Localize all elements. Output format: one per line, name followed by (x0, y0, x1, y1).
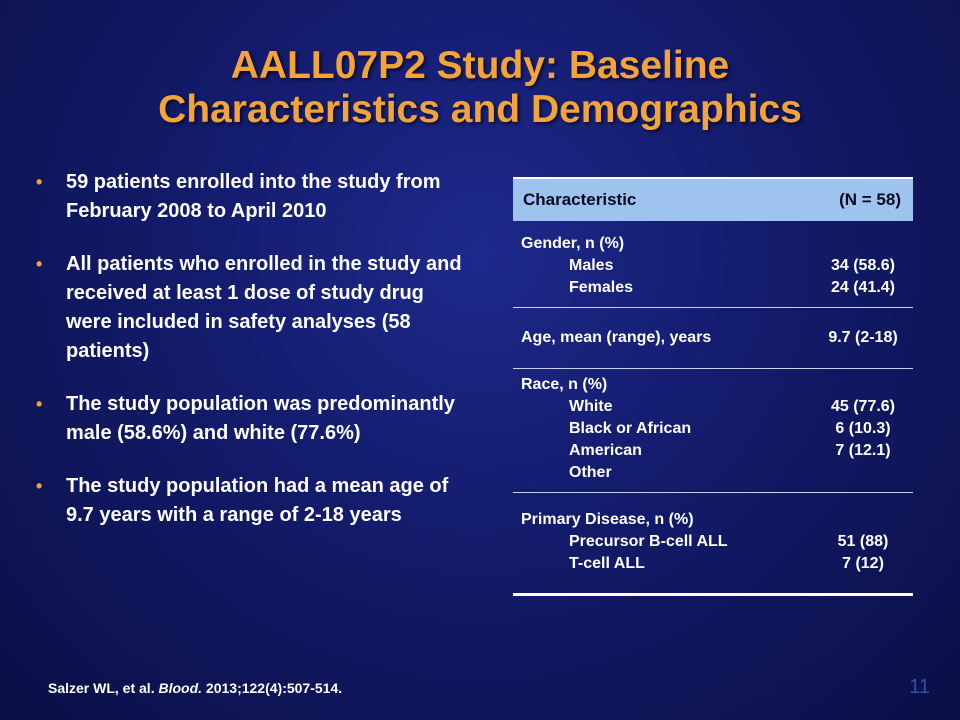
row-sublabel: White (569, 398, 613, 415)
row-sublabel: American (569, 442, 642, 459)
bullet-text: All patients who enrolled in the study a… (66, 253, 462, 362)
table-header: Characteristic (N = 58) (513, 177, 913, 221)
bullet-item: • 59 patients enrolled into the study fro… (36, 168, 466, 226)
row-label: Gender, n (%) (521, 235, 625, 252)
row-label: Race, n (%) (521, 376, 608, 393)
row-sublabel: Other (569, 464, 612, 481)
row-value: 7 (12) (842, 555, 884, 572)
row-value: 51 (88) (837, 533, 889, 550)
table-row-gender: Gender, n (%) Males Females 34 (58.6) 24… (513, 221, 913, 308)
row-value: 7 (12.1) (835, 442, 891, 459)
table-row-race: Race, n (%) White Black or African Ameri… (513, 369, 913, 493)
table-row-age: Age, mean (range), years 9.7 (2-18) (513, 308, 913, 369)
characteristics-table: Characteristic (N = 58) Gender, n (%) Ma… (513, 177, 913, 596)
citation-authors: Salzer WL, et al. (48, 680, 159, 696)
slide-title-line-1: AALL07P2 Study: Baseline (230, 44, 730, 87)
row-sublabel: Females (569, 279, 634, 296)
bullet-item: • The study population had a mean age of … (36, 472, 466, 530)
row-sublabel: Black or African (569, 420, 692, 437)
row-value: 6 (10.3) (835, 420, 891, 437)
row-sublabel: T-cell ALL (569, 555, 645, 572)
bullet-dot-icon: • (36, 254, 43, 274)
citation-ref: 2013;122(4):507-514. (202, 680, 343, 696)
slide-title-line-2: Characteristics and Demographics (158, 88, 802, 131)
row-value: 24 (41.4) (830, 279, 896, 296)
bullet-text: 59 patients enrolled into the study from… (66, 171, 441, 222)
bullet-dot-icon: • (36, 394, 43, 414)
header-characteristic: Characteristic (523, 190, 637, 209)
bullet-text: The study population was predominantly m… (66, 393, 455, 444)
bullet-list: • 59 patients enrolled into the study fro… (36, 168, 466, 554)
citation: Salzer WL, et al. Blood. 2013;122(4):507… (48, 680, 342, 696)
bullet-dot-icon: • (36, 172, 43, 192)
bullet-item: • The study population was predominantly … (36, 390, 466, 448)
row-sublabel: Males (569, 257, 614, 274)
row-label: Age, mean (range), years (521, 329, 712, 346)
slide-title: AALL07P2 Study: Baseline Characteristics… (0, 44, 960, 132)
bullet-text: The study population had a mean age of 9… (66, 475, 449, 526)
table-row-disease: Primary Disease, n (%) Precursor B-cell … (513, 493, 913, 596)
bullet-dot-icon: • (36, 476, 43, 496)
row-value: 9.7 (2-18) (828, 329, 898, 346)
row-value: 34 (58.6) (830, 257, 896, 274)
row-sublabel: Precursor B-cell ALL (569, 533, 728, 550)
citation-journal: Blood. (158, 680, 203, 696)
page-number: 11 (909, 676, 930, 698)
bullet-item: • All patients who enrolled in the study … (36, 250, 466, 366)
row-value: 45 (77.6) (830, 398, 896, 415)
row-label: Primary Disease, n (%) (521, 511, 694, 528)
header-n: (N = 58) (839, 190, 901, 209)
